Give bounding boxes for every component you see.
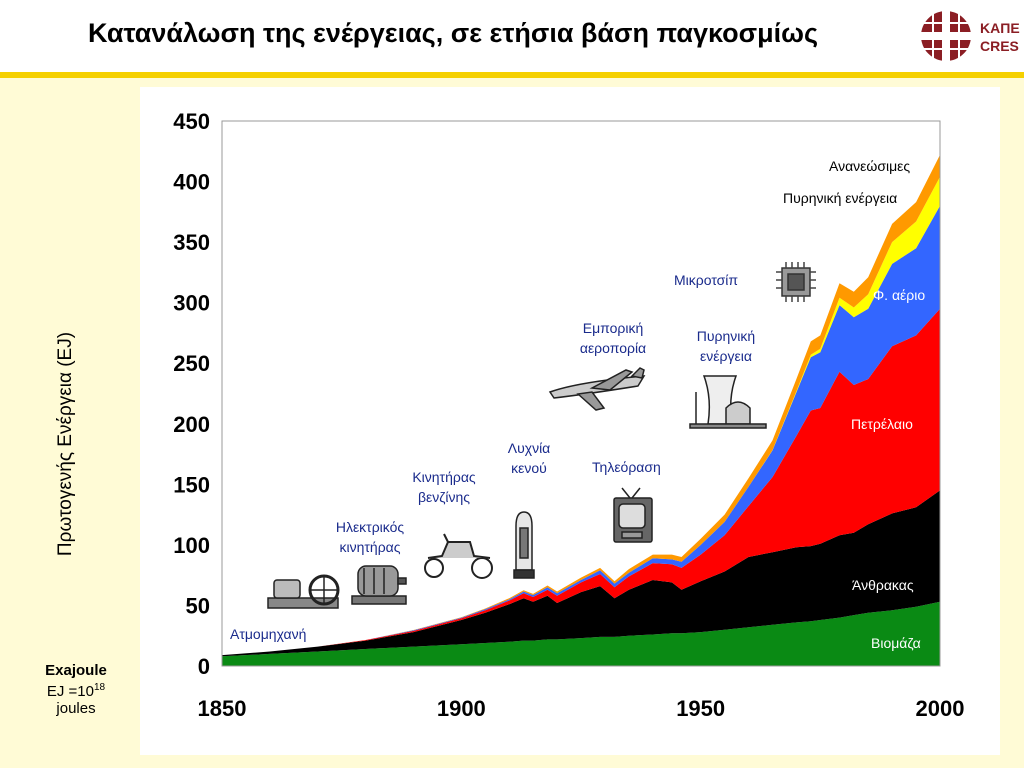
television-icon (613, 487, 653, 543)
unit-def-suffix: joules (56, 700, 96, 717)
header-accent-rule (0, 72, 1024, 78)
vacuum-tube-icon (513, 511, 535, 579)
unit-name: Exajoule (45, 662, 107, 679)
series-label-nuclear: Πυρηνική ενέργεια (783, 190, 898, 206)
y-axis-label: Πρωτογενής Ενέργεια (EJ) (55, 331, 76, 557)
y-tick-150: 150 (173, 472, 210, 497)
series-label-oil: Πετρέλαιο (851, 416, 913, 432)
electric-motor-icon (351, 565, 407, 605)
page-title: Κατανάλωση της ενέργειας, σε ετήσια βάση… (88, 18, 819, 48)
steam-engine-icon (267, 574, 340, 609)
x-tick-1850: 1850 (198, 696, 247, 721)
x-tick-1900: 1900 (437, 696, 486, 721)
y-tick-300: 300 (173, 291, 210, 316)
x-tick-labels: 1850 1900 1950 2000 (198, 696, 965, 721)
unit-definition: EJ =1018 (30, 679, 122, 700)
nuclear-label: Πυρηνική ενέργεια (696, 328, 756, 364)
y-tick-450: 450 (173, 109, 210, 134)
area-biomass (222, 601, 940, 666)
aviation-label: Εμπορική αεροπορία (579, 320, 647, 356)
series-label-coal: Άνθρακας (852, 577, 914, 593)
electric-motor-label: Ηλεκτρικός κινητήρας (335, 519, 405, 555)
y-tick-250: 250 (173, 351, 210, 376)
plot-frame (221, 120, 941, 667)
x-tick-1950: 1950 (676, 696, 725, 721)
petrol-engine-label: Κινητήρας βενζίνης (412, 469, 476, 505)
microchip-label: Μικροτσίπ (674, 272, 739, 288)
energy-chart: 0 50 100 150 200 250 300 350 400 450 1850 1900 1950… (173, 109, 965, 721)
y-tick-200: 200 (173, 412, 210, 437)
television-label: Τηλεόραση (592, 459, 661, 475)
y-tick-400: 400 (173, 170, 210, 195)
y-tick-100: 100 (173, 533, 210, 558)
x-tick-2000: 2000 (916, 696, 965, 721)
unit-def-prefix: EJ =10 (46, 683, 94, 700)
vintage-car-icon (424, 533, 493, 579)
area-coal (222, 490, 940, 657)
series-label-renewables: Ανανεώσιμες (829, 158, 911, 174)
microchip-icon (776, 262, 816, 302)
vacuum-tube-label: Λυχνία κενού (507, 440, 551, 476)
y-tick-labels: 0 50 100 150 200 250 300 350 400 450 (173, 109, 210, 679)
y-tick-350: 350 (173, 230, 210, 255)
steam-engine-label: Ατμομηχανή (230, 626, 307, 642)
unit-def-exponent: 18 (94, 682, 106, 693)
series-label-biomass: Βιομάζα (871, 635, 921, 651)
y-tick-50: 50 (186, 593, 210, 618)
series-areas (222, 154, 940, 666)
logo-mark-icon (921, 11, 971, 61)
unit-note: Exajoule EJ =1018 joules (30, 662, 122, 717)
nuclear-plant-icon (689, 375, 767, 429)
series-label-gas: Φ. αέριο (873, 287, 926, 303)
slide-header: Κατανάλωση της ενέργειας, σε ετήσια βάση… (0, 0, 1024, 72)
cres-logo: ΚΑΠΕ CRES (921, 11, 1020, 61)
area-oil (222, 308, 940, 656)
area-gas (222, 205, 940, 656)
logo-text-line1: ΚΑΠΕ (980, 20, 1020, 36)
logo-text-line2: CRES (980, 38, 1019, 54)
airplane-icon (548, 367, 646, 411)
y-tick-0: 0 (198, 654, 210, 679)
